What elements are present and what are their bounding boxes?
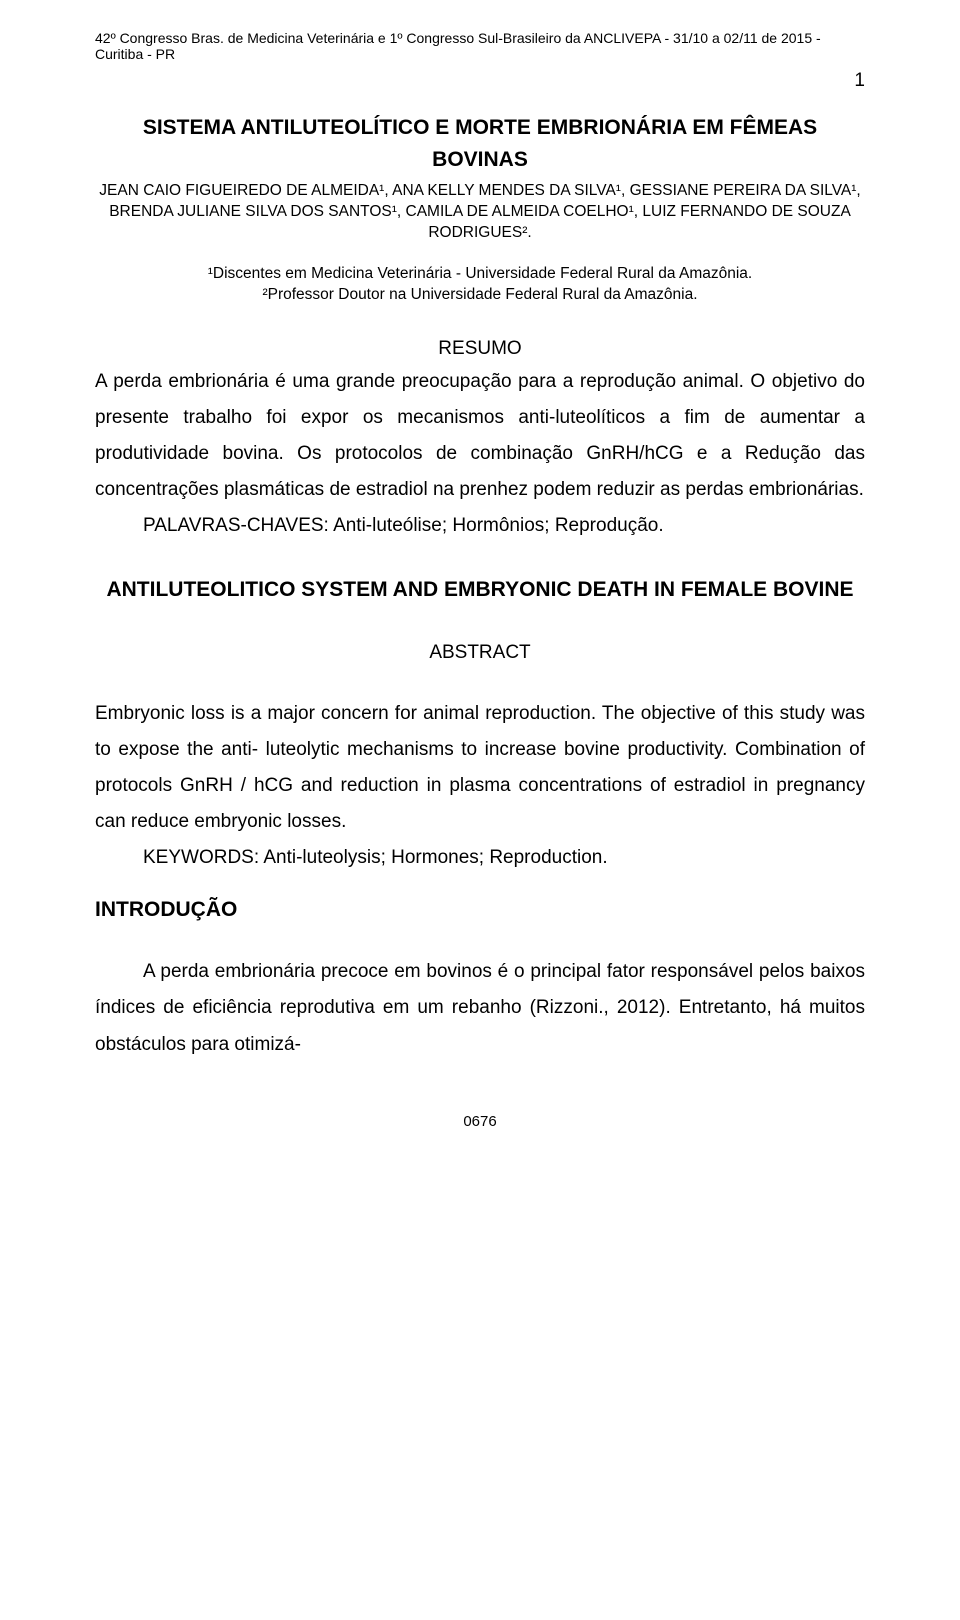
- palavras-chaves: PALAVRAS-CHAVES: Anti-luteólise; Hormôni…: [95, 508, 865, 544]
- resumo-text: A perda embrionária é uma grande preocup…: [95, 364, 865, 508]
- page-number: 1: [95, 70, 865, 92]
- abstract-text: Embryonic loss is a major concern for an…: [95, 696, 865, 840]
- resumo-heading: RESUMO: [95, 334, 865, 364]
- document-page: 42º Congresso Bras. de Medicina Veteriná…: [0, 0, 960, 1180]
- affiliation-2: ²Professor Doutor na Universidade Federa…: [95, 285, 865, 306]
- introducao-text: A perda embrionária precoce em bovinos é…: [95, 954, 865, 1062]
- introducao-heading: INTRODUÇÃO: [95, 890, 865, 930]
- footer-doc-number: 0676: [95, 1113, 865, 1130]
- authors-list: JEAN CAIO FIGUEIREDO DE ALMEIDA¹, ANA KE…: [95, 181, 865, 244]
- keywords-en: KEYWORDS: Anti-luteolysis; Hormones; Rep…: [95, 840, 865, 876]
- title-en: ANTILUTEOLITICO SYSTEM AND EMBRYONIC DEA…: [95, 574, 865, 606]
- title-pt: SISTEMA ANTILUTEOLÍTICO E MORTE EMBRIONÁ…: [95, 112, 865, 175]
- affiliations: ¹Discentes em Medicina Veterinária - Uni…: [95, 264, 865, 306]
- affiliation-1: ¹Discentes em Medicina Veterinária - Uni…: [95, 264, 865, 285]
- abstract-heading: ABSTRACT: [95, 642, 865, 664]
- conference-header: 42º Congresso Bras. de Medicina Veteriná…: [95, 30, 865, 62]
